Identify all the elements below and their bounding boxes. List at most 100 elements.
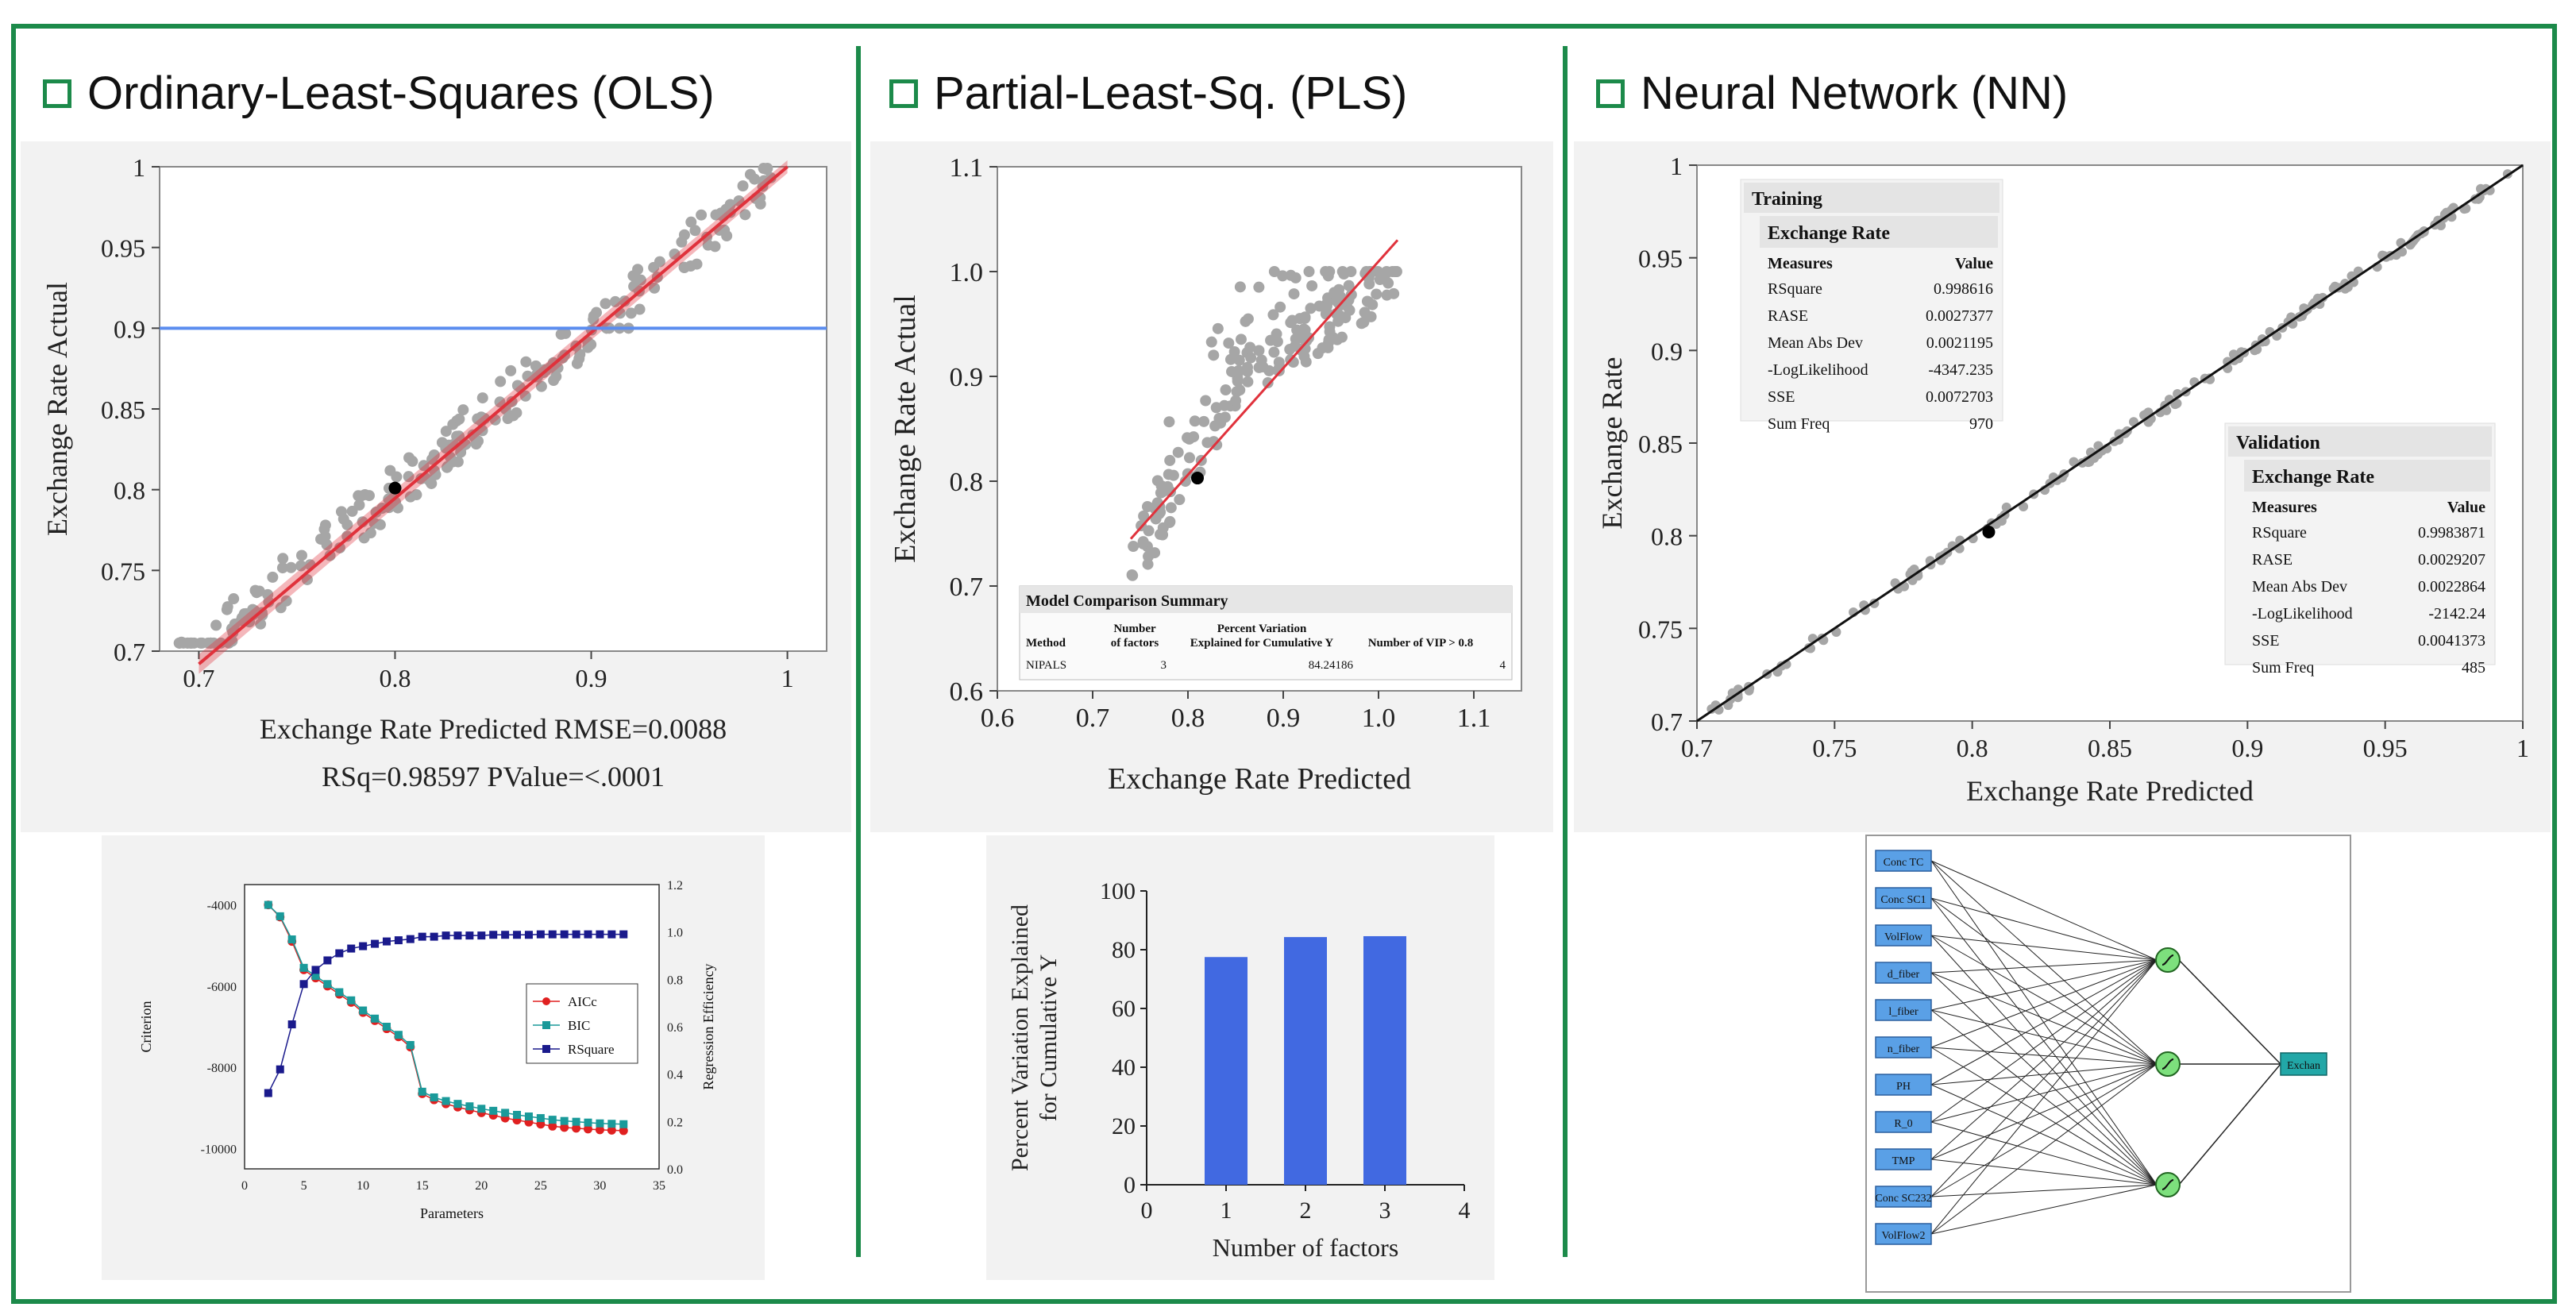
data-point xyxy=(1381,289,1393,301)
x-tick-label: 5 xyxy=(301,1179,307,1193)
marker-RSquare xyxy=(276,1065,284,1074)
y-tick-label: 1.0 xyxy=(950,258,984,287)
network-edge xyxy=(1930,1084,2158,1186)
network-edge xyxy=(1930,1009,2158,1065)
x-tick-label: 0.75 xyxy=(1812,734,1857,762)
y-axis-label: Percent Variation Explained xyxy=(1007,904,1033,1171)
marker-BIC xyxy=(453,1100,462,1109)
data-point xyxy=(1205,336,1217,348)
data-point xyxy=(1285,269,1297,281)
input-node xyxy=(1875,1186,1932,1208)
data-point xyxy=(210,619,222,631)
input-node-label: VolFlow xyxy=(1884,931,1923,943)
input-node xyxy=(1875,1074,1932,1096)
data-point xyxy=(1288,288,1300,300)
training-table-value: 970 xyxy=(1969,415,1993,433)
validation-table-title: Validation xyxy=(2236,433,2320,453)
network-edge xyxy=(1930,959,2158,974)
input-node-label: VolFlow2 xyxy=(1882,1230,1926,1242)
data-point xyxy=(1182,432,1194,444)
data-point xyxy=(1253,345,1265,357)
highlight-point xyxy=(1191,472,1204,485)
input-node-label: PH xyxy=(1896,1081,1911,1093)
data-point xyxy=(1363,296,1375,308)
data-point xyxy=(1127,569,1139,581)
marker-RSquare xyxy=(607,930,616,939)
data-point xyxy=(535,380,547,392)
data-point xyxy=(442,461,453,472)
training-table-measure: Mean Abs Dev xyxy=(1768,334,1863,352)
data-point xyxy=(505,364,517,376)
x-tick-label: 25 xyxy=(534,1179,547,1193)
y-tick-label: 0.85 xyxy=(1638,430,1683,458)
data-point xyxy=(649,282,661,294)
data-point xyxy=(634,303,646,315)
data-point xyxy=(1234,384,1246,396)
x-tick-label: 15 xyxy=(416,1179,429,1193)
data-point xyxy=(1174,494,1186,506)
x-tick-label: 20 xyxy=(475,1179,488,1193)
input-node xyxy=(1875,850,1932,872)
data-point xyxy=(522,370,534,382)
fit-line xyxy=(198,165,789,665)
data-point xyxy=(1167,469,1179,481)
validation-table-measure: Mean Abs Dev xyxy=(2252,578,2347,596)
data-point xyxy=(353,499,365,511)
training-table xyxy=(1740,179,2003,422)
validation-table xyxy=(2224,422,2496,665)
validation-table-value: 485 xyxy=(2462,659,2485,677)
training-table-header: Value xyxy=(1955,255,1993,272)
marker-BIC xyxy=(347,996,356,1004)
y-tick-label: 0 xyxy=(1124,1172,1136,1198)
marker-RSquare xyxy=(584,930,592,939)
data-point xyxy=(1211,439,1223,451)
highlight-point xyxy=(388,481,402,495)
data-point xyxy=(229,618,241,630)
y-tick-label: 0.9 xyxy=(950,363,984,392)
bar-2 xyxy=(1284,937,1327,1185)
x-tick-label: 4 xyxy=(1459,1197,1471,1224)
x-tick-label: 35 xyxy=(653,1179,665,1193)
y-tick-label: 0.9 xyxy=(1651,337,1683,365)
marker-RSquare xyxy=(442,931,450,940)
network-edge xyxy=(1930,1063,2158,1160)
bar-3 xyxy=(1363,935,1406,1185)
input-node xyxy=(1875,887,1932,909)
nn-title: Neural Network (NN) xyxy=(1596,67,2068,120)
data-point xyxy=(1218,399,1230,411)
data-point xyxy=(1382,277,1394,289)
pls-scatter-chart: 0.6 0.7 0.8 0.9 1.0 1.1 0.6 0.7 0.8 0.9 1.0 1.1 Exch… xyxy=(889,153,1522,796)
input-node-label: TMP xyxy=(1892,1155,1915,1167)
input-node xyxy=(1875,924,1932,947)
validation-table-value: 0.0022864 xyxy=(2418,578,2485,596)
network-edge xyxy=(2178,959,2281,1065)
data-point xyxy=(208,637,220,649)
validation-table-measure: -LogLikelihood xyxy=(2252,605,2353,623)
data-point xyxy=(335,506,347,518)
y-tick-label: 0.8 xyxy=(1651,522,1683,551)
data-point xyxy=(404,491,416,503)
input-node-label: l_fiber xyxy=(1888,1006,1919,1018)
marker-BIC xyxy=(418,1087,426,1096)
y-tick-label: 0.8 xyxy=(114,476,145,505)
validation-table-title-bg xyxy=(2228,426,2492,457)
validation-table-header: Value xyxy=(2447,499,2485,516)
y-tick-label: 0.7 xyxy=(114,638,145,666)
marker-RSquare xyxy=(619,930,628,939)
data-point xyxy=(571,357,583,369)
data-point xyxy=(440,426,452,438)
network-edge xyxy=(1930,1063,2158,1235)
separator-2 xyxy=(1563,46,1568,1257)
input-node-label: n_fiber xyxy=(1888,1043,1920,1055)
input-node xyxy=(1875,1223,1932,1245)
marker-RSquare xyxy=(371,939,380,948)
data-point xyxy=(1241,361,1253,373)
validation-table-value: 0.0029207 xyxy=(2418,551,2485,569)
sigmoid-icon xyxy=(2161,1058,2174,1070)
legend-label: RSquare xyxy=(568,1042,615,1057)
data-point xyxy=(1240,315,1251,327)
y-axis-label: Exchange Rate Actual xyxy=(889,295,922,563)
data-point xyxy=(1330,286,1342,298)
data-point xyxy=(1268,346,1280,358)
x-tick-label: 0.95 xyxy=(2363,734,2408,762)
